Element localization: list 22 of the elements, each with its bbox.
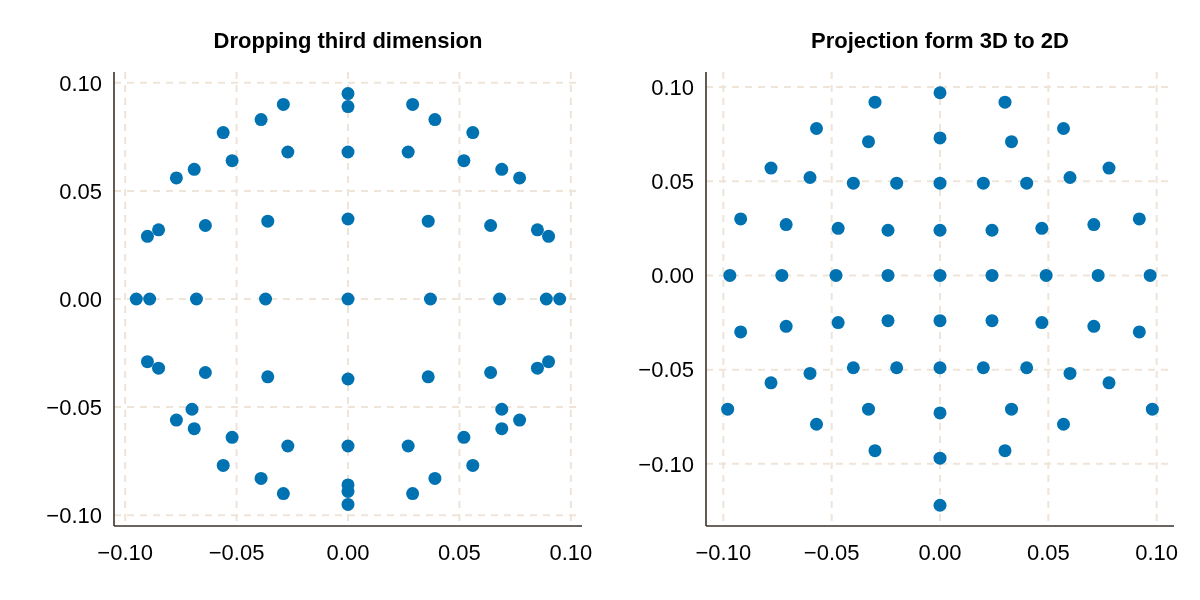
x-tick-label: 0.10 [549,540,593,565]
y-tick-label: 0.05 [59,178,102,204]
x-tick-label: 0.05 [1026,540,1070,565]
y-tick-label: 0.05 [651,168,694,194]
y-tick-label: 0.10 [59,70,102,96]
x-tick-label: 0.10 [1135,540,1179,565]
x-tick-label: −0.05 [208,540,265,565]
y-tick-label: −0.05 [46,394,102,420]
x-tick-label: 0.00 [326,540,370,565]
y-tick-label: −0.10 [638,451,694,477]
y-tick-label: 0.00 [651,263,694,289]
y-tick-label: −0.05 [638,357,694,383]
y-tick-label: 0.00 [59,286,102,312]
chart-title: Dropping third dimension [213,28,483,53]
y-tick-label: −0.10 [46,502,102,528]
x-tick-label: −0.05 [803,540,860,565]
x-tick-label: −0.10 [695,540,752,565]
x-tick-label: 0.05 [438,540,481,565]
x-tick-label: 0.00 [918,540,962,565]
chart-title: Projection form 3D to 2D [811,28,1069,53]
y-tick-label: 0.10 [651,74,694,100]
x-tick-label: −0.10 [97,540,153,565]
